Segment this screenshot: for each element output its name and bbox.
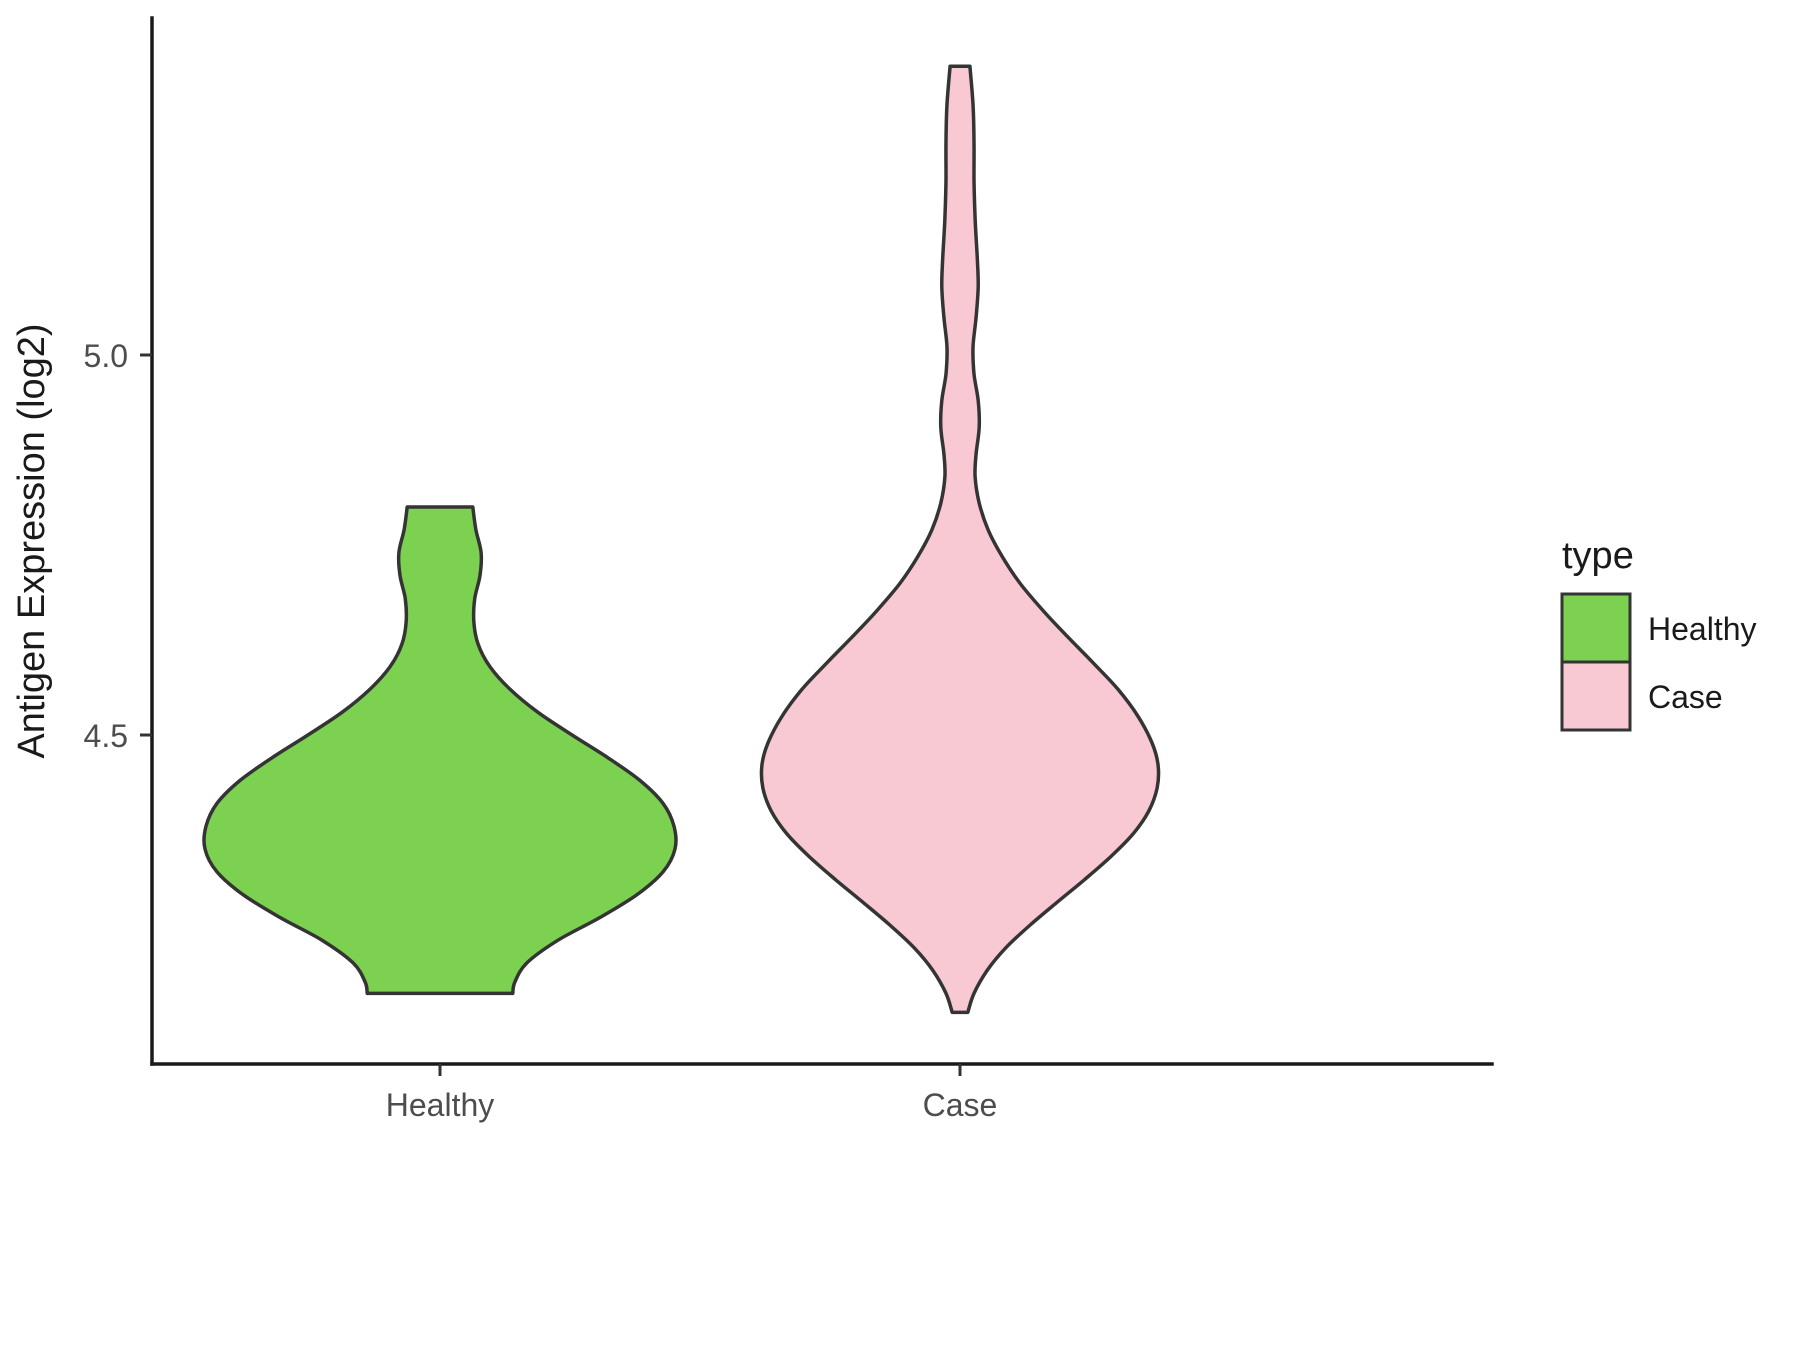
- y-tick-label-4-5: 4.5: [84, 718, 128, 754]
- legend-key-case: [1560, 660, 1632, 732]
- violin-healthy: [202, 505, 678, 996]
- violin-case: [759, 64, 1161, 1015]
- legend: type Healthy Case: [1560, 535, 1757, 732]
- y-tick-label-5-0: 5.0: [84, 338, 128, 374]
- legend-label-healthy: Healthy: [1648, 611, 1757, 647]
- legend-label-case: Case: [1648, 679, 1723, 715]
- y-axis: 5.0 4.5 Antigen Expression (log2): [11, 16, 154, 1066]
- legend-title: type: [1562, 535, 1634, 577]
- x-axis: Healthy Case: [150, 1062, 1494, 1123]
- violins: [202, 64, 1161, 1015]
- x-tick-label-case: Case: [923, 1087, 998, 1123]
- legend-key-healthy: [1560, 592, 1632, 664]
- y-axis-title: Antigen Expression (log2): [11, 323, 53, 758]
- x-tick-label-healthy: Healthy: [386, 1087, 495, 1123]
